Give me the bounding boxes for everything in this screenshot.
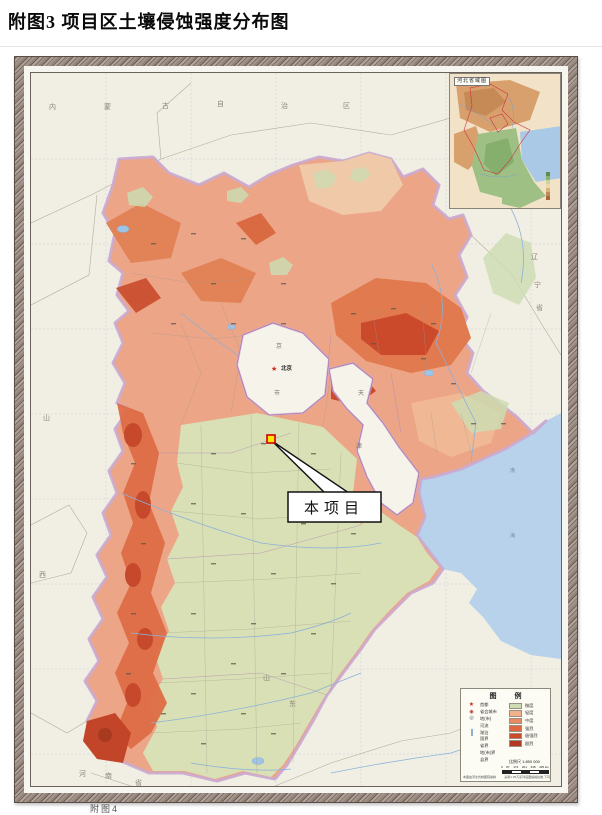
beijing-label: 北京 xyxy=(281,364,293,372)
legend-classes-column: 微度 轻度 中度 强烈 极强烈 剧烈 xyxy=(509,702,549,748)
neighbor-label: 山 xyxy=(263,673,270,682)
inset-map-graphic xyxy=(450,74,560,208)
legend-label: 极强烈 xyxy=(525,733,538,739)
neighbor-label: 东 xyxy=(289,699,296,708)
scale-tick: 0 xyxy=(501,765,503,769)
map-scale-text: 比例尺 1:850 000 xyxy=(509,759,540,764)
erosion-class-swatch xyxy=(509,710,522,717)
map-canvas: 内 蒙 古 自 治 区 山 西 辽 宁 省 河 南 省 山 东 ★ 北京 京 市 xyxy=(30,72,562,787)
neighbor-label: 内 xyxy=(49,102,56,111)
callout-box xyxy=(287,491,382,523)
neighbor-label: 省 xyxy=(135,778,142,786)
legend-label: 强烈 xyxy=(525,725,534,731)
erosion-class-swatch xyxy=(509,702,522,710)
capital-star-icon: ★ xyxy=(271,365,277,373)
lake-symbol xyxy=(466,729,477,737)
sea-label-char: 渤 xyxy=(510,467,515,474)
callout-label: 本项目 xyxy=(304,500,364,517)
legend-label: 省会城市 xyxy=(480,709,497,715)
provincial-capital-icon: ◉ xyxy=(469,708,474,715)
lakes xyxy=(116,225,435,765)
legend-note-left: 本图由河北省制图院编制 xyxy=(463,775,497,779)
legend-label: 微度 xyxy=(525,702,534,708)
neighbor-label: 蒙 xyxy=(104,102,111,111)
scale-tick: 348 xyxy=(530,765,536,769)
erosion-class-swatch xyxy=(509,725,522,732)
beijing-char-bottom: 市 xyxy=(274,389,280,397)
legend-label: 河流 xyxy=(480,722,489,728)
legend-label: 湖泊 xyxy=(480,729,489,735)
soil-erosion-map: 内 蒙 古 自 治 区 山 西 辽 宁 省 河 南 省 山 东 ★ 北京 京 市 xyxy=(31,73,561,786)
legend-label: 轻度 xyxy=(525,710,534,716)
bohai-sea xyxy=(417,413,561,659)
scale-tick: 87 xyxy=(506,765,510,769)
legend-label: 中度 xyxy=(525,717,534,723)
legend-label: 首都 xyxy=(480,702,489,708)
inset-map: 河北省域图 xyxy=(449,73,561,209)
neighbor-label: 治 xyxy=(281,101,288,110)
neighbor-label: 古 xyxy=(162,101,169,110)
capital-star-icon: ★ xyxy=(468,702,475,709)
neighbor-label: 宁 xyxy=(534,280,541,289)
legend-label: 省界 xyxy=(480,743,489,749)
scale-tick: 261 xyxy=(521,765,527,769)
legend-note-right: 采用1:25万系列底图缩编绘制,下同 xyxy=(504,775,550,779)
next-caption-clipped: 附图4 xyxy=(90,804,120,814)
legend-label: 地(市)界 xyxy=(480,749,496,755)
legend-label: 县界 xyxy=(480,756,489,762)
legend-label: 剧烈 xyxy=(525,740,534,746)
scale-tick: 174 xyxy=(513,765,519,769)
project-marker[interactable] xyxy=(266,434,276,444)
legend-label: 地(市) xyxy=(480,715,492,721)
map-picture-frame: 内 蒙 古 自 治 区 山 西 辽 宁 省 河 南 省 山 东 ★ 北京 京 市 xyxy=(14,56,578,803)
tianjin-char-top: 天 xyxy=(358,390,364,397)
erosion-class-swatch xyxy=(509,732,522,740)
neighbor-label: 自 xyxy=(217,99,224,108)
neighbor-label: 省 xyxy=(536,303,543,312)
beijing-enclave xyxy=(235,321,331,417)
neighbor-label: 南 xyxy=(105,771,112,780)
project-callout: 本项目 xyxy=(266,434,382,523)
inset-legend-ramp xyxy=(546,172,550,200)
beijing-char-top: 京 xyxy=(276,342,282,350)
inset-title: 河北省域图 xyxy=(454,77,491,86)
map-labels: 内 蒙 古 自 治 区 山 西 辽 宁 省 河 南 省 山 东 ★ 北京 京 市 xyxy=(39,99,543,786)
tianjin-char-bottom: 津 xyxy=(356,443,362,450)
scale-bar-ticks: 0 87 174 261 348 435 km xyxy=(501,765,549,769)
legend-symbols-column: ★ 首都 ◉ 省会城市 ◎ 地(市) 河流 湖泊 国界 省界 地(市)界 县界 xyxy=(466,702,506,763)
neighbor-label: 西 xyxy=(39,571,46,579)
neighbor-label: 辽 xyxy=(531,253,538,261)
title-divider xyxy=(0,46,602,47)
legend-label: 国界 xyxy=(480,736,489,742)
legend-title: 图 例 xyxy=(489,693,530,700)
erosion-class-swatch xyxy=(509,717,522,725)
map-legend: 图 例 ★ 首都 ◉ 省会城市 ◎ 地(市) 河流 湖泊 国界 省界 地(市)界 县界… xyxy=(460,688,551,782)
scale-bar xyxy=(502,769,549,775)
tianjin-enclave xyxy=(327,361,421,517)
page-title: 附图3 项目区土壤侵蚀强度分布图 xyxy=(8,12,290,32)
legend-notes: 本图由河北省制图院编制 采用1:25万系列底图缩编绘制,下同 xyxy=(463,775,550,779)
sea-label-char: 海 xyxy=(510,532,515,539)
neighbor-label: 山 xyxy=(43,413,50,422)
county-labels xyxy=(126,233,506,745)
neighbor-label: 区 xyxy=(343,102,350,110)
neighbor-label: 河 xyxy=(79,770,86,778)
scale-tick: 435 km xyxy=(539,765,549,769)
erosion-class-swatch xyxy=(509,740,522,748)
city-icon: ◎ xyxy=(469,715,474,722)
